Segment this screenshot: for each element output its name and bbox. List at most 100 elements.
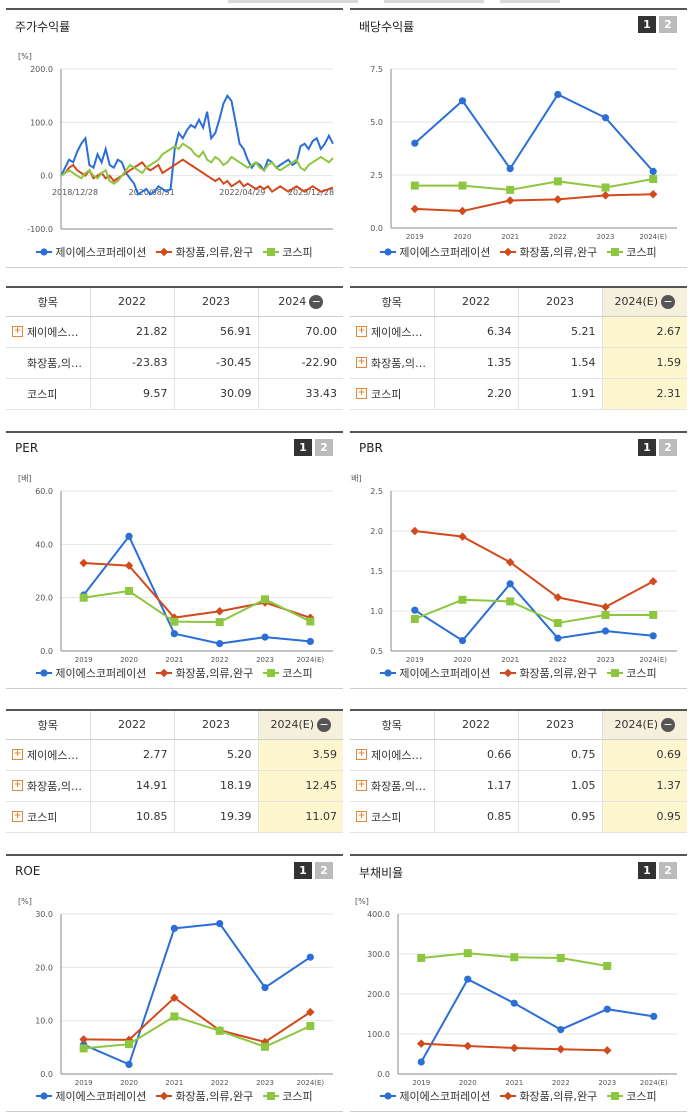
legend-swatch <box>156 1091 173 1101</box>
collapse-column-icon[interactable]: − <box>661 294 676 309</box>
table-cell: 70.00 <box>257 316 343 348</box>
legend-swatch <box>607 669 624 677</box>
kospi-point <box>611 248 620 256</box>
x-tick-label: 2018/12/28 <box>52 188 98 197</box>
view-1-button[interactable]: 1 <box>294 439 312 456</box>
collapse-column-icon[interactable]: − <box>309 294 324 309</box>
table-cell: -30.45 <box>173 347 258 379</box>
legend-item-industry[interactable]: 화장품,의류,완구 <box>156 665 253 681</box>
view-2-button[interactable]: 2 <box>659 862 677 879</box>
chart-legend: 제이에스코퍼레이션 화장품,의류,완구 코스피 <box>6 665 343 681</box>
legend-item-company[interactable]: 제이에스코퍼레이션 <box>36 244 146 260</box>
table-cell: 2.31 <box>601 378 687 410</box>
x-tick-label: 2020 <box>454 233 472 241</box>
industry-point <box>505 196 515 205</box>
legend-item-kospi[interactable]: 코스피 <box>263 665 313 681</box>
table-header-row: 항목 2022 2023 2024− <box>6 287 343 317</box>
x-tick-label: 2020 <box>120 1079 138 1087</box>
view-2-button[interactable]: 2 <box>315 862 333 879</box>
kospi-point <box>510 953 519 962</box>
legend-item-company[interactable]: 제이에스코퍼레이션 <box>380 1088 490 1104</box>
company-series-line <box>60 93 334 196</box>
legend-item-company[interactable]: 제이에스코퍼레이션 <box>380 665 490 681</box>
collapse-column-icon[interactable]: − <box>317 717 332 732</box>
legend-item-company[interactable]: 제이에스코퍼레이션 <box>36 665 146 681</box>
x-tick-label: 2023/12/28 <box>288 188 334 197</box>
expand-row-icon[interactable]: + <box>356 811 367 822</box>
company-point <box>506 580 514 588</box>
legend-label: 화장품,의류,완구 <box>175 1090 254 1103</box>
company-point <box>216 920 224 928</box>
industry-point <box>648 577 658 586</box>
table-cell: 1.59 <box>601 347 687 379</box>
expand-row-icon[interactable]: + <box>356 388 367 399</box>
row-label-text: 화장품,의… <box>371 779 426 793</box>
expand-row-icon[interactable]: + <box>356 780 367 791</box>
view-2-button[interactable]: 2 <box>315 439 333 456</box>
per-table: 항목 2022 2023 2024(E) − + 제이에스… 2.77 5.20 3.59 + 화장품… <box>6 709 343 833</box>
kospi-series-line <box>414 178 654 191</box>
table-cell: 56.91 <box>173 316 258 348</box>
y-tick-label: 30.0 <box>35 910 53 919</box>
view-1-button[interactable]: 1 <box>638 16 656 33</box>
y-tick-label: 0.0 <box>370 224 383 233</box>
view-2-button[interactable]: 2 <box>659 16 677 33</box>
company-point <box>40 248 48 256</box>
table-cell: 5.21 <box>517 316 602 348</box>
legend-item-industry[interactable]: 화장품,의류,완구 <box>156 1088 253 1104</box>
expand-row-icon[interactable]: + <box>356 326 367 337</box>
legend-item-industry[interactable]: 화장품,의류,완구 <box>500 1088 597 1104</box>
legend-item-industry[interactable]: 화장품,의류,완구 <box>500 244 597 260</box>
company-point <box>601 114 610 122</box>
legend-item-company[interactable]: 제이에스코퍼레이션 <box>36 1088 146 1104</box>
company-point <box>306 953 314 961</box>
view-1-button[interactable]: 1 <box>638 862 656 879</box>
legend-item-company[interactable]: 제이에스코퍼레이션 <box>380 244 490 260</box>
kospi-point <box>261 595 269 604</box>
column-header: 2022 <box>89 710 174 740</box>
x-tick-label: 2022 <box>549 656 567 664</box>
expand-row-icon[interactable]: + <box>12 749 23 760</box>
expand-row-icon[interactable]: + <box>12 811 23 822</box>
legend-item-kospi[interactable]: 코스피 <box>607 244 657 260</box>
y-tick-label: 1.0 <box>370 607 383 616</box>
x-tick-label: 2023 <box>256 656 274 664</box>
company-point <box>125 1060 133 1068</box>
view-1-button[interactable]: 1 <box>638 439 656 456</box>
kospi-point <box>649 175 658 184</box>
x-tick-label: 2023 <box>597 656 615 664</box>
legend-swatch <box>500 668 517 678</box>
chart-legend: 제이에스코퍼레이션 화장품,의류,완구 코스피 <box>350 244 687 260</box>
legend-item-kospi[interactable]: 코스피 <box>607 1088 657 1104</box>
table-cell: 2.77 <box>89 739 174 771</box>
table-cell: 0.85 <box>433 801 518 833</box>
company-point <box>170 924 178 932</box>
legend-item-kospi[interactable]: 코스피 <box>607 665 657 681</box>
view-2-button[interactable]: 2 <box>659 439 677 456</box>
x-tick-label: 2022 <box>549 233 567 241</box>
table-cell: 10.85 <box>89 801 174 833</box>
legend-item-kospi[interactable]: 코스피 <box>263 244 313 260</box>
price-return-table: 항목 2022 2023 2024− + 제이에스… 21.82 56.91 70.00 화장품,… <box>6 286 343 410</box>
x-tick-label: 2019 <box>406 656 424 664</box>
legend-item-industry[interactable]: 화장품,의류,완구 <box>156 244 253 260</box>
expand-row-icon[interactable]: + <box>12 780 23 791</box>
column-header: 2024(E) − <box>257 710 343 740</box>
row-label: + 코스피 <box>6 801 90 833</box>
column-header: 항목 <box>6 287 90 317</box>
table-cell: 33.43 <box>257 378 343 410</box>
legend-item-kospi[interactable]: 코스피 <box>263 1088 313 1104</box>
expand-row-icon[interactable]: + <box>356 749 367 760</box>
table-cell: 2.20 <box>433 378 518 410</box>
expand-row-icon[interactable]: + <box>12 326 23 337</box>
legend-item-industry[interactable]: 화장품,의류,완구 <box>500 665 597 681</box>
collapse-column-icon[interactable]: − <box>661 717 676 732</box>
view-1-button[interactable]: 1 <box>294 862 312 879</box>
expand-row-icon[interactable]: + <box>356 357 367 368</box>
table-row: 코스피 9.57 30.09 33.43 <box>6 378 343 410</box>
x-tick-label: 2024(E) <box>640 1079 668 1087</box>
legend-label: 제이에스코퍼레이션 <box>55 667 147 680</box>
table-row: + 제이에스… 2.77 5.20 3.59 <box>6 739 343 771</box>
x-tick-label: 2023 <box>598 1079 616 1087</box>
